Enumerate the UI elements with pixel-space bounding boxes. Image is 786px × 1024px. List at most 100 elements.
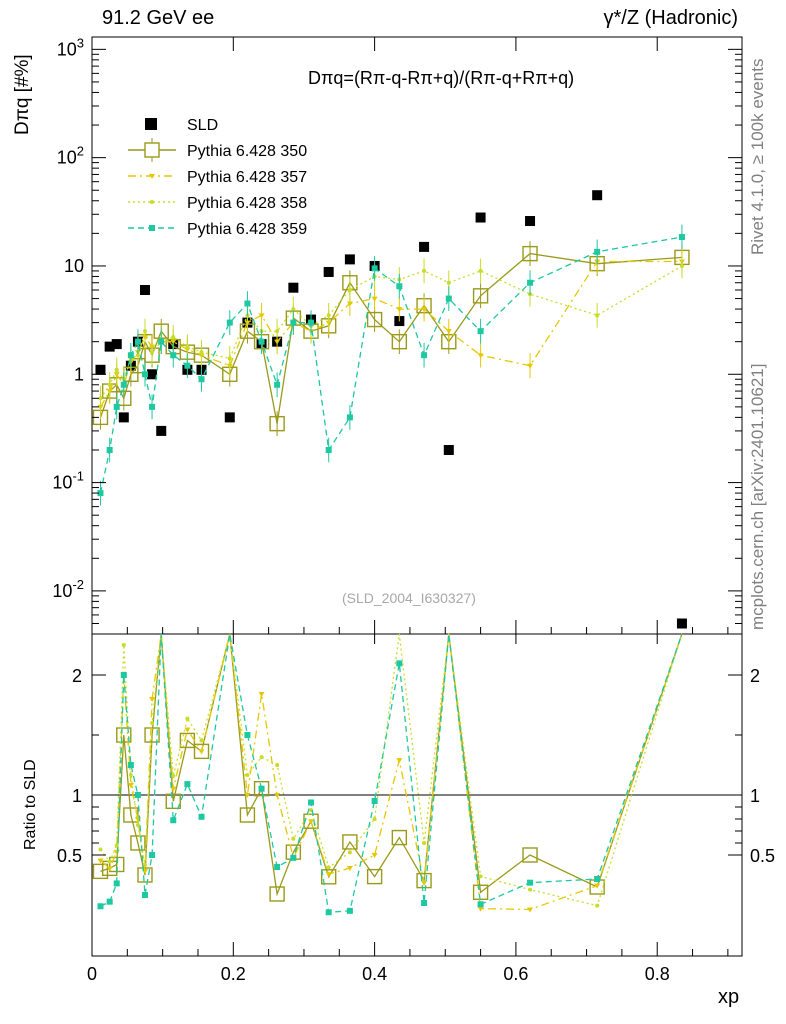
x-tick-label: 0.8 bbox=[645, 964, 670, 984]
series-3-ratio-marker bbox=[326, 865, 331, 870]
series-3-marker bbox=[171, 335, 176, 340]
series-2-ratio-marker bbox=[421, 881, 428, 886]
x-tick-label: 0.6 bbox=[503, 964, 528, 984]
series-2-ratio-marker bbox=[258, 691, 265, 697]
y-tick-label: 10-1 bbox=[52, 469, 84, 493]
series-1-ratio-marker bbox=[92, 863, 109, 880]
legend-entry-0-label: SLD bbox=[187, 117, 218, 134]
series-1-ratio-marker bbox=[303, 813, 319, 829]
series-4-ratio-marker bbox=[134, 792, 141, 798]
y-tick-label: 102 bbox=[57, 144, 84, 168]
series-3-ratio-marker bbox=[422, 841, 427, 845]
sld-data-point bbox=[111, 339, 122, 350]
legend-entry-2-label: Pythia 6.428 357 bbox=[187, 169, 307, 186]
series-4-ratio-marker bbox=[421, 900, 428, 906]
series-4-marker bbox=[258, 338, 265, 345]
series-3-ratio-marker bbox=[199, 738, 204, 743]
y-tick-label: 10 bbox=[64, 256, 84, 276]
series-3-ratio-marker bbox=[595, 903, 600, 908]
series-4-ratio-marker bbox=[170, 817, 177, 824]
sld-data-point bbox=[525, 216, 536, 227]
series-4-marker bbox=[106, 446, 113, 453]
series-4-marker bbox=[274, 381, 281, 388]
series-3-ratio-marker bbox=[291, 836, 296, 841]
series-3-marker bbox=[478, 268, 483, 273]
y-axis-label: Dπq [#%] bbox=[12, 54, 33, 135]
series-2-marker bbox=[421, 307, 428, 313]
series-3-marker bbox=[114, 367, 119, 372]
series-1-ratio-marker bbox=[366, 868, 383, 885]
series-1-ratio-line bbox=[100, 633, 683, 897]
series-3-ratio-marker bbox=[98, 847, 103, 852]
ratio-tick-label-right: 2 bbox=[750, 666, 760, 686]
rivet-version-label: Rivet 4.1.0, ≥ 100k events bbox=[748, 58, 767, 255]
series-4-marker bbox=[170, 352, 177, 359]
series-3-ratio-marker bbox=[121, 643, 126, 647]
series-2-ratio-marker bbox=[97, 858, 104, 864]
series-3-marker bbox=[326, 313, 331, 318]
series-3-ratio-marker bbox=[245, 773, 250, 777]
series-3-marker bbox=[227, 356, 232, 361]
legend-entry-4-label: Pythia 6.428 359 bbox=[187, 221, 307, 238]
series-3-line bbox=[99, 265, 683, 399]
series-1-ratio-marker bbox=[130, 835, 146, 851]
chart-title: Dπq=(Rπ-q-Rπ+q)/(Rπ-q+Rπ+q) bbox=[308, 68, 575, 88]
series-4-marker bbox=[198, 376, 205, 383]
series-2-marker bbox=[371, 296, 378, 302]
ratio-panel: 0 0.2 0.4 0.6 0.8 0.5 0.5 1 1 2 2 bbox=[57, 633, 775, 984]
legend-entry-1-marker bbox=[144, 142, 160, 158]
series-1-marker bbox=[522, 245, 538, 262]
sld-data-point bbox=[344, 254, 355, 265]
series-4-ratio-line bbox=[100, 633, 683, 913]
sld-data-point bbox=[156, 425, 167, 436]
series-2-ratio-marker bbox=[527, 907, 534, 913]
series-4-marker bbox=[527, 279, 534, 286]
series-4-ratio-marker bbox=[120, 672, 127, 678]
series-4-ratio-marker bbox=[477, 901, 484, 908]
ratio-tick-label: 2 bbox=[72, 666, 82, 686]
series-2-ratio-marker bbox=[308, 819, 315, 825]
series-4-marker bbox=[421, 352, 428, 359]
x-tick-label: 0 bbox=[87, 964, 97, 984]
legend: SLD Pythia 6.428 350 Pythia 6.428 357 Pythi… bbox=[128, 117, 307, 238]
series-4-marker bbox=[445, 295, 452, 302]
main-panel: 10-2 10-1 1 10 102 103 bbox=[52, 35, 743, 635]
series-2-marker bbox=[346, 301, 353, 307]
series-4-ratio-marker bbox=[97, 903, 104, 910]
sld-data-point bbox=[104, 341, 115, 352]
ratio-y-axis-label: Ratio to SLD bbox=[22, 759, 39, 850]
sld-data-point bbox=[224, 412, 235, 423]
series-2-marker bbox=[445, 329, 452, 335]
x-axis-label: xp bbox=[718, 986, 740, 1008]
series-1-ratio-marker bbox=[416, 872, 432, 889]
legend-entry-3-label: Pythia 6.428 358 bbox=[187, 195, 307, 212]
series-1-ratio-marker bbox=[342, 834, 358, 850]
series-3-ratio-marker bbox=[347, 850, 352, 855]
series-4-ratio-marker bbox=[258, 785, 265, 792]
series-4-ratio-marker bbox=[325, 909, 332, 916]
legend-entry-1-label: Pythia 6.428 350 bbox=[187, 143, 307, 160]
analysis-watermark: (SLD_2004_I630327) bbox=[342, 590, 476, 606]
ratio-series-layer bbox=[92, 633, 683, 916]
series-2-ratio-marker bbox=[113, 849, 120, 855]
series-2-ratio-marker bbox=[184, 727, 191, 733]
series-4-marker bbox=[226, 319, 233, 326]
series-1-ratio-marker bbox=[253, 780, 270, 797]
series-2-marker bbox=[527, 363, 534, 369]
series-4-marker bbox=[396, 283, 403, 290]
series-1-ratio-marker bbox=[193, 743, 210, 760]
series-4-ratio-marker bbox=[527, 879, 534, 886]
series-4-marker bbox=[308, 319, 315, 326]
series-1-marker bbox=[472, 288, 489, 304]
legend-entry-2-marker bbox=[149, 174, 155, 179]
series-4-ratio-marker bbox=[371, 798, 378, 804]
energy-label: 91.2 GeV ee bbox=[102, 7, 215, 29]
series-4-marker bbox=[678, 234, 685, 241]
series-3-marker bbox=[595, 313, 600, 318]
series-1-marker bbox=[391, 333, 408, 350]
series-1-ratio-marker bbox=[116, 727, 132, 743]
series-3-ratio-marker bbox=[135, 823, 140, 827]
ratio-tick-label-right: 1 bbox=[750, 786, 760, 806]
series-3-ratio-marker bbox=[185, 716, 190, 721]
ratio-tick-label: 0.5 bbox=[57, 846, 82, 866]
